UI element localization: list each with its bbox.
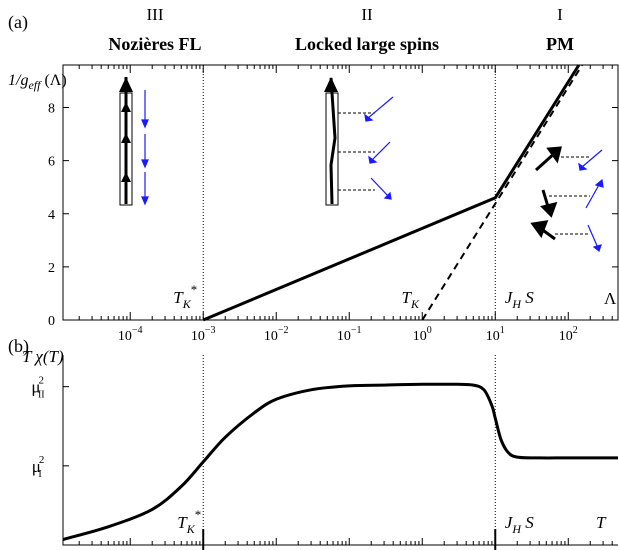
y-label-text: 1/g (8, 72, 28, 89)
y-tick-label: 8 (48, 102, 55, 117)
y-tick-label: 6 (48, 155, 55, 170)
conduction-spins-locked (364, 96, 394, 200)
x-tick-label: 101 (486, 325, 505, 344)
x-tick-base: 10 (118, 329, 132, 344)
panel-a-markers: TK* TK JH S (173, 282, 534, 311)
marker-subscript: K (410, 297, 420, 311)
y-tick-subscript: I (38, 469, 41, 480)
region-title: PM (546, 34, 574, 54)
region-numeral: I (557, 5, 563, 24)
marker-label: TK* (173, 282, 197, 311)
y-tick-label-mu_II^2: μ2 II (31, 375, 44, 401)
x-tick-exponent: 1 (500, 325, 505, 336)
marker-subscript: H (511, 297, 522, 311)
panel-b-x-axis-label: T (596, 513, 607, 532)
spin-illustration-locked (324, 77, 394, 206)
series-solid-line (62, 382, 618, 541)
marker-label: JH S (505, 513, 534, 536)
panel-a-series (202, 64, 584, 322)
panel-b: μ2 Iμ2 II TK* JH S T χ(T) T (22, 347, 618, 550)
x-tick-base: 10 (413, 329, 427, 344)
x-tick-label: 10−2 (264, 325, 289, 344)
conduction-spins-pm (578, 149, 604, 253)
marker-tail: S (521, 513, 534, 532)
x-tick-base: 10 (191, 329, 205, 344)
panel-a-marker-lines (202, 65, 496, 320)
y-tick-label: 0 (48, 314, 55, 329)
y-tick-main: μ (32, 457, 41, 476)
region-headers: III Nozières FL II Locked large spins I PM (108, 5, 574, 54)
x-tick-base: 10 (559, 329, 573, 344)
x-tick-exponent: −4 (132, 325, 143, 336)
x-tick-base: 10 (264, 329, 278, 344)
coupling-lines-pm (549, 156, 590, 235)
local-spins-pm (530, 146, 562, 241)
spin-illustration-pm (530, 146, 604, 253)
spin-illustration-fl (119, 77, 149, 206)
marker-main: T (173, 288, 184, 307)
spin-small-arrowhead-fl-2 (121, 133, 131, 143)
x-tick-label: 10−4 (118, 325, 143, 344)
spin-small-arrowhead-fl-3 (121, 102, 131, 112)
panel-b-left-axis (62, 355, 618, 546)
marker-subscript: K (186, 522, 196, 536)
marker-main: J (505, 288, 514, 307)
y-tick-superscript: 2 (39, 454, 45, 466)
marker-label: TK* (177, 507, 201, 536)
series-solid-line (202, 64, 581, 322)
panel-b-markers: TK* JH S (177, 507, 534, 536)
x-tick-label: 100 (413, 325, 432, 344)
region-numeral: III (147, 5, 164, 24)
panel-a-y-axis-label: 1/geff (Λ) (8, 72, 67, 92)
x-tick-exponent: 0 (427, 325, 432, 336)
series-dashed-line (421, 64, 584, 321)
y-tick-label-mu_I^2: μ2 I (32, 454, 45, 480)
panel-b-ticks: μ2 Iμ2 II (31, 375, 613, 545)
panel-a-frame (62, 64, 619, 321)
marker-main: T (177, 513, 188, 532)
y-label-subscript: eff (28, 78, 42, 92)
marker-tail: S (521, 288, 534, 307)
marker-label: TK (402, 288, 420, 311)
spin-small-arrowhead-fl-1 (121, 172, 131, 182)
x-tick-label: 10−3 (191, 325, 216, 344)
panel-b-series (62, 382, 618, 541)
x-tick-exponent: 2 (573, 325, 578, 336)
panel-a-label: (a) (8, 12, 28, 33)
x-tick-exponent: −1 (351, 325, 362, 336)
marker-main: T (402, 288, 413, 307)
x-tick-base: 10 (337, 329, 351, 344)
x-tick-label: 102 (559, 325, 578, 344)
spin-arrow-locked (329, 77, 337, 205)
spin-arrowhead-fl (119, 77, 133, 92)
x-tick-exponent: −3 (205, 325, 216, 336)
y-tick-label: 2 (48, 261, 55, 276)
marker-subscript: K (182, 297, 192, 311)
panel-b-y-axis-label: T χ(T) (22, 347, 64, 366)
conduction-spins-fl (141, 90, 149, 206)
x-tick-base: 10 (486, 329, 500, 344)
spin-arrowhead-locked (324, 77, 338, 92)
region-title: Locked large spins (295, 34, 439, 54)
x-tick-exponent: −2 (278, 325, 289, 336)
region-title: Nozières FL (108, 34, 201, 54)
marker-subscript: H (511, 522, 522, 536)
marker-label: JH S (505, 288, 534, 311)
panel-a-x-axis-label: Λ (604, 289, 617, 308)
y-tick-subscript: II (38, 390, 45, 401)
coupling-lines-locked (338, 112, 375, 191)
region-numeral: II (361, 5, 373, 24)
x-tick-label: 10−1 (337, 325, 362, 344)
y-tick-label: 4 (48, 208, 55, 223)
y-label-text: (Λ) (40, 72, 66, 89)
panel-b-label: (b) (8, 336, 29, 357)
marker-main: J (505, 513, 514, 532)
y-tick-superscript: 2 (38, 375, 44, 387)
marker-superscript: * (191, 282, 198, 297)
marker-superscript: * (195, 507, 202, 522)
y-tick-main: μ (31, 378, 40, 397)
